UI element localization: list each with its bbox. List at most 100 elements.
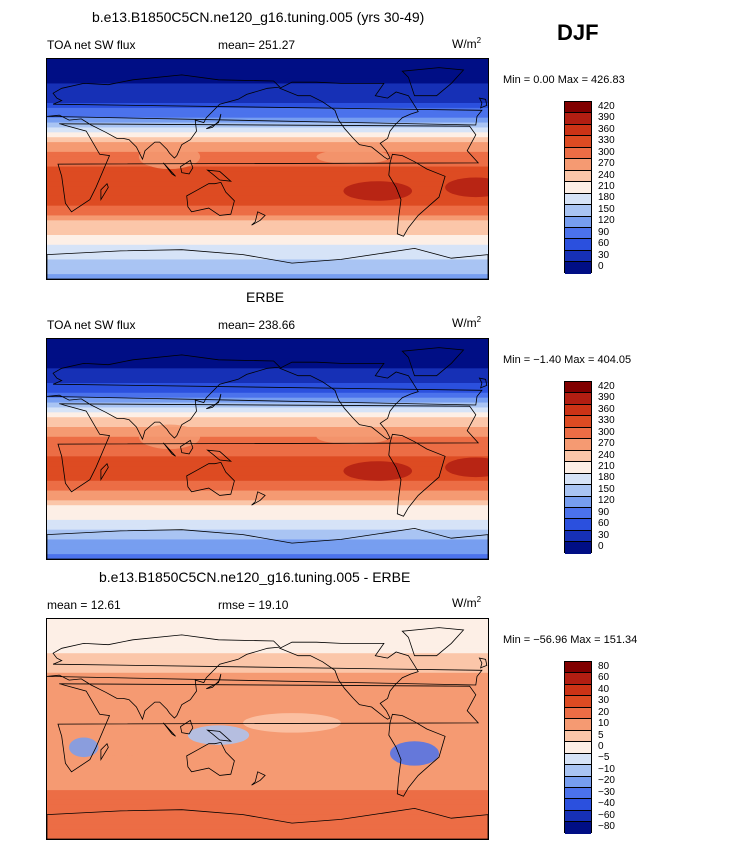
coastline — [100, 742, 109, 762]
colorbar-label: 180 — [598, 192, 615, 204]
colorbar-box — [565, 124, 591, 137]
colorbar-box — [565, 393, 591, 405]
panel2-minmax: Min = −1.40 Max = 404.05 — [503, 354, 632, 366]
map-band — [47, 633, 488, 640]
colorbar-box — [565, 159, 591, 171]
panel1-map-svg — [47, 59, 488, 279]
panel3-map — [46, 618, 489, 840]
map-band — [47, 422, 488, 428]
colorbar-box — [565, 170, 591, 183]
map-band — [47, 549, 488, 555]
map-band — [47, 264, 488, 270]
coastline — [47, 634, 483, 721]
coastline — [206, 169, 233, 182]
map-band — [47, 397, 488, 404]
colorbar-label: −30 — [598, 786, 615, 798]
map-band — [47, 658, 488, 664]
colorbar-box — [565, 136, 591, 148]
map-band — [47, 619, 488, 625]
panel3-map-svg — [47, 619, 488, 839]
colorbar-box — [565, 473, 591, 486]
map-band — [47, 702, 488, 708]
map-band — [47, 667, 488, 674]
map-band — [47, 534, 488, 541]
map-band — [47, 500, 488, 506]
coastline — [388, 433, 446, 517]
colorbar-label: 30 — [598, 249, 610, 261]
panel3-colorbar — [564, 661, 592, 834]
map-band — [47, 378, 488, 384]
map-band — [47, 485, 488, 492]
coastline — [163, 162, 176, 177]
colorbar-box — [565, 382, 591, 394]
colorbar-box — [565, 262, 591, 274]
map-anomaly-region — [316, 149, 390, 165]
colorbar-label: 0 — [598, 261, 604, 273]
colorbar-label: 80 — [598, 660, 610, 672]
coastline — [401, 67, 465, 97]
map-band — [47, 809, 488, 816]
colorbar-label: 120 — [598, 495, 615, 507]
coastline — [278, 81, 419, 160]
coastline — [388, 713, 446, 797]
map-anomaly-region — [138, 144, 201, 169]
map-band — [47, 412, 488, 418]
colorbar-label: −20 — [598, 775, 615, 787]
map-band — [47, 544, 488, 550]
map-anomaly-region — [187, 725, 250, 745]
map-band — [47, 200, 488, 207]
map-anomaly-region — [69, 737, 99, 758]
map-band — [47, 663, 488, 669]
map-band — [47, 795, 488, 801]
map-band — [47, 510, 488, 516]
map-band — [47, 191, 488, 197]
map-band — [47, 741, 488, 747]
colorbar-label: 390 — [598, 112, 615, 124]
map-band — [47, 132, 488, 138]
colorbar-box — [565, 753, 591, 766]
colorbar-label: 0 — [598, 541, 604, 553]
panel2-mean-label: mean= 238.66 — [218, 318, 296, 332]
panel2-map — [46, 338, 489, 560]
colorbar-box — [565, 462, 591, 474]
map-band — [47, 176, 488, 182]
panel1-variable-label: TOA net SW flux — [47, 38, 136, 52]
colorbar-label: 210 — [598, 461, 615, 472]
map-band — [47, 186, 488, 192]
panel2-units: W/m2 — [452, 315, 482, 330]
colorbar-box — [565, 673, 591, 685]
map-band — [47, 383, 488, 389]
colorbar-label: 420 — [598, 380, 615, 392]
map-band — [47, 653, 488, 659]
coastline — [100, 462, 109, 482]
map-band — [47, 343, 488, 350]
map-band — [47, 785, 488, 791]
colorbar-box — [565, 450, 591, 463]
colorbar-label: 390 — [598, 392, 615, 404]
map-band — [47, 171, 488, 177]
map-band — [47, 151, 488, 158]
coastline — [47, 354, 483, 441]
map-band — [47, 161, 488, 168]
colorbar-label: 60 — [598, 238, 610, 250]
coastline — [186, 741, 235, 776]
colorbar-label: −40 — [598, 798, 615, 810]
map-band — [47, 736, 488, 742]
panel1-units: W/m2 — [452, 36, 482, 51]
colorbar-box — [565, 193, 591, 206]
colorbar-box — [565, 776, 591, 788]
map-band — [47, 83, 488, 89]
coastline — [57, 403, 480, 493]
map-band — [47, 387, 488, 394]
coastline — [180, 439, 194, 455]
colorbar-box — [565, 102, 591, 114]
map-band — [47, 461, 488, 467]
map-band — [47, 687, 488, 693]
map-band — [47, 98, 488, 104]
coastline — [47, 74, 483, 161]
colorbar-box — [565, 662, 591, 674]
map-band — [47, 648, 488, 654]
map-band — [47, 348, 488, 355]
map-band — [47, 220, 488, 226]
map-band — [47, 539, 488, 545]
